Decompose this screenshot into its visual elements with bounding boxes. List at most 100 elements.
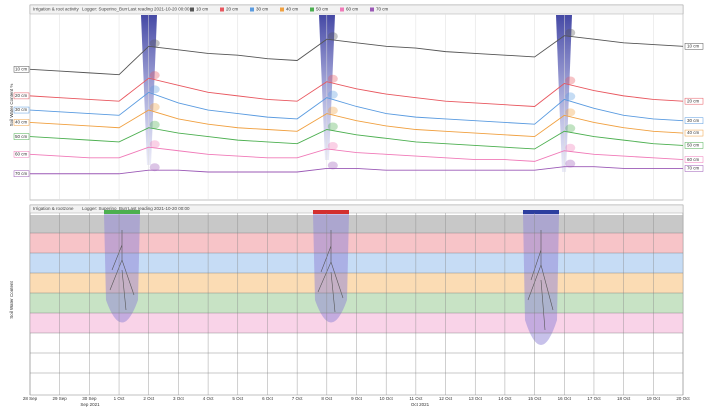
- x-tick-label: 30 Sep: [82, 396, 97, 401]
- x-tick-label: 17 Oct: [587, 396, 601, 401]
- wetting-marker: [149, 85, 160, 94]
- series-line: [29, 35, 684, 76]
- x-tick-label: 5 Oct: [232, 396, 244, 401]
- line-end-tag: [684, 43, 704, 50]
- x-tick-label: 1 Oct: [114, 396, 126, 401]
- logger: Logger: Superino_Burr: [82, 206, 128, 211]
- series-line: [29, 146, 684, 162]
- root-zone: [104, 214, 140, 323]
- legend-label: 30 cm: [256, 7, 269, 12]
- wetting-marker: [565, 159, 576, 168]
- month-label: Oct 2021: [411, 402, 430, 407]
- irrigation-spike: [141, 15, 157, 165]
- legend-swatch: [220, 7, 224, 12]
- x-tick-label: 10 Oct: [380, 396, 394, 401]
- wetting-marker: [565, 124, 576, 133]
- wetting-marker: [327, 32, 338, 41]
- x-tick-label: 20 Oct: [676, 396, 690, 401]
- wetting-marker: [565, 76, 576, 85]
- wetting-marker: [327, 74, 338, 83]
- y-axis-label: Soil Water Content: [9, 280, 14, 318]
- x-tick-label: 29 Sep: [53, 396, 68, 401]
- line-end-label: 40 cm: [687, 130, 700, 135]
- line-start-tag: [13, 92, 30, 100]
- x-tick-label: 16 Oct: [558, 396, 572, 401]
- legend-swatch: [310, 7, 314, 12]
- legend-swatch: [250, 7, 254, 12]
- legend-swatch: [340, 7, 344, 12]
- legend-swatch: [190, 7, 194, 12]
- wetting-marker: [149, 140, 160, 149]
- series-line: [29, 127, 684, 150]
- legend-swatch: [370, 7, 374, 12]
- line-start-tag: [13, 151, 30, 158]
- line-start-tag: [13, 170, 30, 178]
- x-tick-label: 3 Oct: [173, 396, 185, 401]
- last-reading: Last reading 2021-10-20 00:00: [128, 7, 190, 12]
- line-start-label: 70 cm: [15, 171, 28, 176]
- wetting-marker: [565, 108, 576, 117]
- y-axis-label: Soil Water Content %: [9, 84, 14, 127]
- legend-label: 40 cm: [286, 7, 299, 12]
- legend-label: 20 cm: [226, 7, 239, 12]
- x-tick-label: 12 Oct: [439, 396, 453, 401]
- line-start-tag: [13, 66, 30, 73]
- series-line: [30, 166, 683, 175]
- wetting-marker: [565, 92, 576, 101]
- line-start-tag: [13, 106, 30, 114]
- x-tick-label: 7 Oct: [292, 396, 304, 401]
- root-zones: [104, 210, 559, 345]
- line-start-label: 20 cm: [15, 93, 28, 98]
- x-tick-label: 11 Oct: [409, 396, 423, 401]
- wetting-marker: [149, 71, 160, 80]
- line-start-label: 10 cm: [15, 67, 28, 72]
- line-start-label: 60 cm: [15, 151, 28, 156]
- legend-label: 60 cm: [346, 7, 359, 12]
- irrigation-spike: [556, 15, 572, 172]
- line-start-label: 40 cm: [15, 120, 28, 125]
- line-end-label: 70 cm: [687, 166, 700, 171]
- line-end-tag: [684, 129, 704, 137]
- legend-label: 10 cm: [196, 7, 209, 12]
- line-end-label: 50 cm: [687, 143, 700, 148]
- wetting-marker: [149, 120, 160, 129]
- line-start-label: 50 cm: [15, 134, 28, 139]
- line-end-label: 60 cm: [687, 157, 700, 162]
- logger: Logger: Superino_Burr: [82, 7, 128, 12]
- wetting-marker: [327, 106, 338, 115]
- x-tick-label: 18 Oct: [617, 396, 631, 401]
- x-tick-label: 13 Oct: [469, 396, 483, 401]
- line-end-label: 10 cm: [687, 44, 700, 49]
- wetting-marker: [565, 143, 576, 152]
- line-end-tag: [684, 156, 704, 163]
- line-end-tag: [684, 142, 704, 149]
- month-label: Sep 2021: [80, 402, 100, 407]
- wetting-marker: [149, 163, 160, 172]
- legend-label: 70 cm: [376, 7, 389, 12]
- line-end-tag: [684, 117, 704, 124]
- wetting-marker: [565, 28, 576, 37]
- series-line: [29, 91, 684, 125]
- x-tick-label: 6 Oct: [262, 396, 274, 401]
- wetting-marker: [327, 141, 338, 150]
- x-tick-label: 15 Oct: [528, 396, 542, 401]
- x-tick-label: 9 Oct: [351, 396, 363, 401]
- irrigation-marker: [523, 210, 559, 214]
- legend-label: 50 cm: [316, 7, 329, 12]
- x-tick-label: 19 Oct: [647, 396, 661, 401]
- bottom-title: Irrigation & rootzone: [33, 206, 74, 211]
- legend-swatch: [280, 7, 284, 12]
- line-end-tag: [684, 165, 704, 172]
- line-start-tag: [13, 119, 30, 126]
- line-end-label: 20 cm: [687, 98, 700, 103]
- x-tick-label: 8 Oct: [321, 396, 333, 401]
- wetting-marker: [327, 122, 338, 131]
- irrigation-marker: [104, 210, 140, 214]
- line-start-label: 30 cm: [15, 107, 28, 112]
- x-tick-label: 28 Sep: [23, 396, 38, 401]
- wetting-marker: [149, 103, 160, 112]
- wetting-marker: [149, 39, 160, 48]
- series-line: [29, 77, 684, 107]
